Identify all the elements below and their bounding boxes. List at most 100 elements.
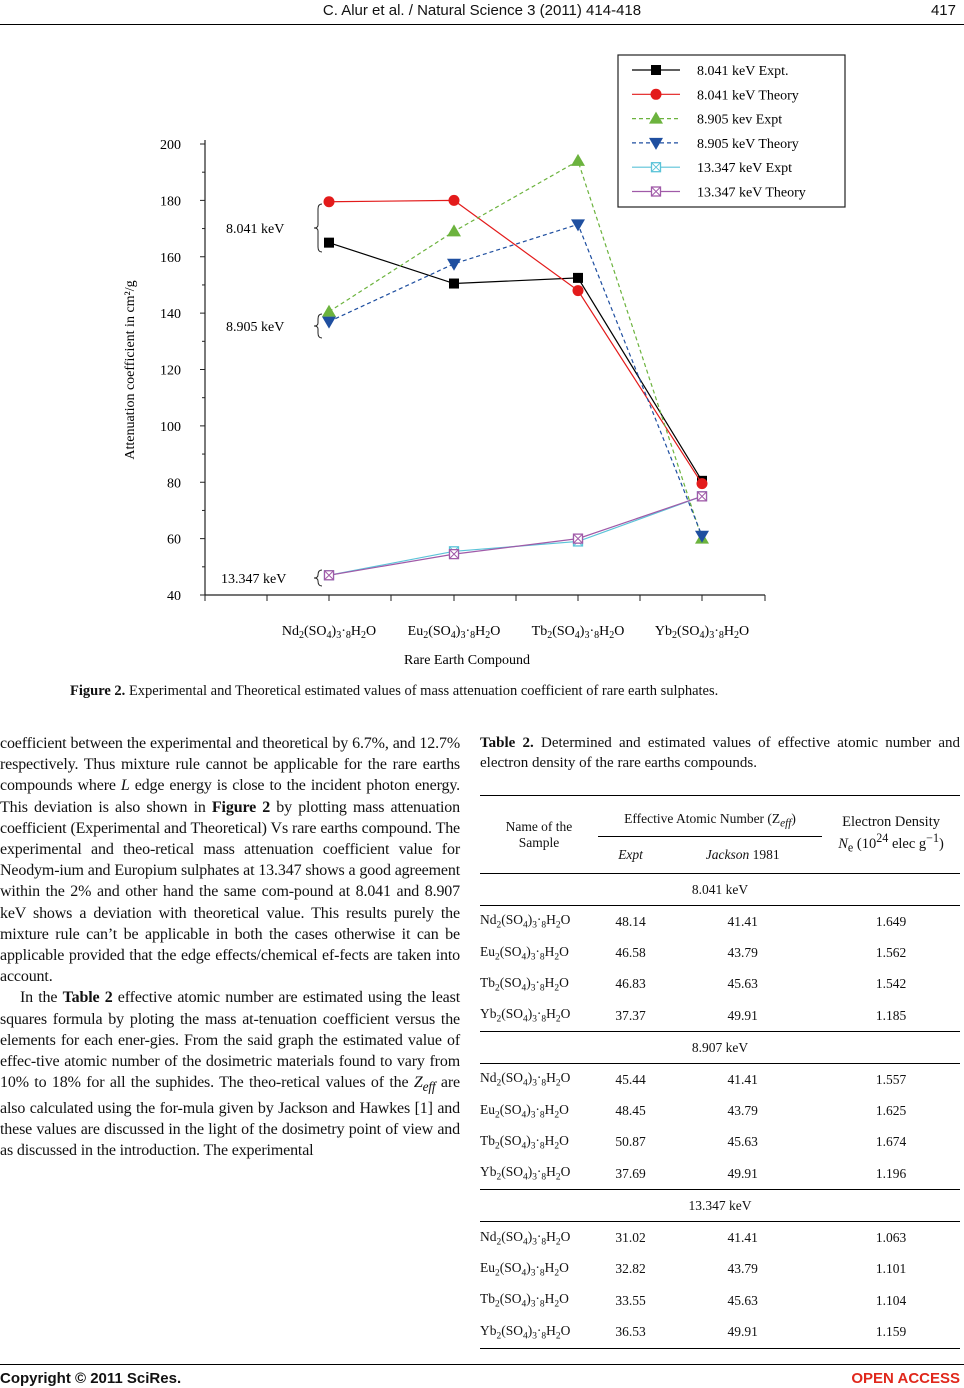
series-line [328, 495, 703, 576]
footer: Copyright © 2011 SciRes. OPEN ACCESS [0, 1364, 964, 1387]
series-line [328, 199, 703, 484]
figure-label: Figure 2. [70, 683, 126, 699]
figure-caption-text: Experimental and Theoretical estimated v… [125, 683, 719, 699]
data-point [696, 478, 708, 490]
table-row: Yb2(SO4)3·8H2O 37.69 49.91 1.196 [480, 1158, 960, 1190]
table-row: Eu2(SO4)3·8H2O 32.82 43.79 1.101 [480, 1254, 960, 1285]
expt-cell: 50.87 [615, 1134, 646, 1150]
table-2: Name of the Sample Effective Atomic Numbe… [480, 795, 960, 1349]
brace-icon [313, 313, 323, 339]
header-rule [0, 24, 964, 25]
ne-cell: 1.625 [875, 1103, 907, 1119]
data-point [324, 237, 334, 248]
series-3 [322, 219, 709, 543]
data-point-cross [697, 491, 707, 501]
series-5 [323, 491, 708, 581]
series-2 [322, 153, 709, 544]
table-section-row: 13.347 keV [480, 1189, 960, 1222]
jackson-cell: 41.41 [727, 1230, 758, 1246]
series-line [328, 223, 703, 537]
expt-cell: 48.14 [615, 913, 646, 929]
jackson-cell: 43.79 [727, 1103, 758, 1119]
data-point [449, 278, 459, 289]
paragraph: coefficient between the experimental and… [0, 735, 460, 986]
legend-marker-cross [651, 162, 661, 172]
data-point [448, 194, 460, 206]
data-point [322, 316, 336, 329]
sample-cell: Eu2(SO4)3·8H2O [480, 1101, 569, 1121]
legend: 8.041 keV Expt. 8.041 keV Theory 8.905 kev… [617, 54, 846, 208]
table-header-row: Name of the Sample Effective Atomic Numbe… [480, 795, 960, 854]
x-axis-label: Rare Earth Compound [404, 653, 530, 668]
sample-cell: Yb2(SO4)3·8H2O [480, 1322, 571, 1342]
ne-cell: 1.562 [875, 944, 907, 960]
sample-cell: Tb2(SO4)3·8H2O [480, 1291, 569, 1310]
sample-cell: Tb2(SO4)3·8H2O [480, 974, 569, 994]
jackson-cell: 41.41 [727, 1071, 758, 1087]
series-1 [323, 194, 708, 490]
data-point-cross [449, 549, 459, 559]
legend-label: 8.041 keV Expt. [697, 64, 789, 79]
y-tick-label: 100 [160, 420, 181, 435]
legend-label: 13.347 keV Theory [697, 186, 806, 201]
energy-label: 13.347 keV [688, 1197, 752, 1213]
page-number: 417 [930, 2, 956, 19]
data-point [571, 219, 585, 232]
sample-cell: Tb2(SO4)3·8H2O [480, 1133, 569, 1152]
table-caption: Table 2. Determined and estimated values… [480, 733, 960, 773]
legend-label: 8.905 kev Expt [697, 113, 782, 128]
jackson-cell: 49.91 [727, 1165, 758, 1181]
legend-label: 8.041 keV Theory [697, 88, 799, 103]
legend-marker [649, 137, 663, 150]
ne-cell: 1.063 [875, 1230, 907, 1246]
expt-cell: 37.69 [615, 1165, 646, 1181]
table-caption-text: Determined and estimated values of effec… [480, 735, 961, 771]
ne-cell: 1.104 [875, 1292, 907, 1308]
ne-cell: 1.649 [875, 913, 907, 929]
table-section-row: 8.907 keV [480, 1031, 960, 1064]
expt-cell: 36.53 [615, 1323, 646, 1339]
table-row: Eu2(SO4)3·8H2O 46.58 43.79 1.562 [480, 937, 960, 968]
table-row: Tb2(SO4)3·8H2O 46.83 45.63 1.542 [480, 969, 960, 1000]
series-line [328, 242, 703, 482]
sample-cell: Eu2(SO4)3·8H2O [480, 1259, 569, 1279]
right-column: Table 2. Determined and estimated values… [480, 733, 960, 1349]
legend-label: 13.347 keV Expt [697, 161, 792, 176]
figure-caption: Figure 2. Experimental and Theoretical e… [70, 683, 950, 700]
expt-cell: 32.82 [615, 1261, 646, 1277]
series-line [328, 160, 703, 539]
jackson-cell: 43.79 [727, 944, 758, 960]
table-label: Table 2. [480, 735, 534, 751]
table-subheader-row: Expt Jackson 1981 [480, 837, 960, 874]
x-tick-label: Nd2(SO4)3·8H2O [282, 624, 376, 641]
data-point [571, 153, 585, 166]
jackson-cell: 45.63 [727, 1292, 758, 1308]
data-point [695, 530, 709, 543]
energy-annotation: 8.905 keV [226, 320, 284, 335]
legend-marker [650, 88, 662, 100]
x-tick-label: Eu2(SO4)3·8H2O [408, 624, 501, 641]
energy-annotation: 13.347 keV [221, 572, 286, 587]
jackson-cell: 49.91 [727, 1323, 758, 1339]
y-tick-label: 60 [167, 533, 181, 548]
brace-icon [313, 569, 323, 587]
table-row: Nd2(SO4)3·8H2O 48.14 41.41 1.649 [480, 906, 960, 938]
expt-cell: 37.37 [615, 1007, 646, 1023]
series-0 [324, 237, 707, 486]
jackson-cell: 45.63 [727, 976, 758, 992]
expt-cell: 48.45 [615, 1103, 646, 1119]
col-header-electron-density: Electron Density Ne (1024 elec g−1) [838, 813, 944, 855]
attenuation-chart: 40 60 80 100 120 140 160 180 200 Nd2(SO4)3·8H2O Eu… [123, 54, 846, 668]
data-point-cross [324, 570, 334, 580]
expt-cell: 31.02 [615, 1230, 646, 1246]
y-tick-label: 200 [160, 138, 181, 153]
table-row: Tb2(SO4)3·8H2O 33.55 45.63 1.104 [480, 1285, 960, 1316]
ne-cell: 1.159 [875, 1323, 907, 1339]
y-tick-label: 140 [160, 307, 181, 322]
legend-label: 8.905 keV Theory [697, 137, 799, 152]
table-row: Tb2(SO4)3·8H2O 50.87 45.63 1.674 [480, 1127, 960, 1158]
brace-icon [313, 203, 323, 253]
sample-cell: Nd2(SO4)3·8H2O [480, 1228, 571, 1248]
sample-cell: Nd2(SO4)3·8H2O [480, 1070, 571, 1090]
